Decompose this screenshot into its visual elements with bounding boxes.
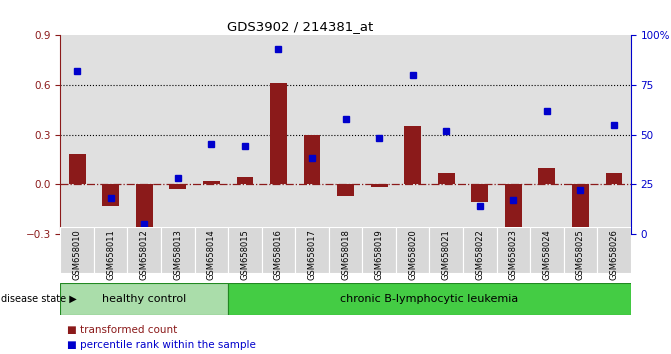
Bar: [60, 35, 94, 234]
Bar: [597, 35, 631, 234]
FancyBboxPatch shape: [497, 227, 530, 273]
FancyBboxPatch shape: [429, 227, 463, 273]
Text: healthy control: healthy control: [102, 294, 187, 304]
Text: GSM658023: GSM658023: [509, 229, 518, 280]
FancyBboxPatch shape: [329, 227, 362, 273]
Bar: [463, 35, 497, 234]
FancyBboxPatch shape: [262, 227, 295, 273]
Title: GDS3902 / 214381_at: GDS3902 / 214381_at: [227, 20, 373, 33]
Bar: [228, 35, 262, 234]
Bar: [530, 35, 564, 234]
Bar: [497, 35, 530, 234]
Bar: [169, 184, 187, 189]
Bar: [371, 184, 388, 187]
Bar: [304, 135, 321, 184]
Text: GSM658014: GSM658014: [207, 229, 216, 280]
Bar: [195, 35, 228, 234]
Text: disease state ▶: disease state ▶: [1, 294, 76, 304]
Text: GSM658026: GSM658026: [609, 229, 619, 280]
Text: GSM658015: GSM658015: [240, 229, 250, 280]
Bar: [161, 35, 195, 234]
Bar: [362, 35, 396, 234]
Bar: [69, 154, 86, 184]
Text: GSM658024: GSM658024: [542, 229, 552, 280]
FancyBboxPatch shape: [396, 227, 429, 273]
Text: GSM658018: GSM658018: [341, 229, 350, 280]
Text: GSM658020: GSM658020: [408, 229, 417, 280]
Bar: [539, 167, 556, 184]
Text: ■ percentile rank within the sample: ■ percentile rank within the sample: [67, 341, 256, 350]
Text: GSM658022: GSM658022: [475, 229, 484, 280]
FancyBboxPatch shape: [530, 227, 564, 273]
FancyBboxPatch shape: [463, 227, 497, 273]
Bar: [103, 184, 119, 206]
FancyBboxPatch shape: [362, 227, 396, 273]
FancyBboxPatch shape: [60, 227, 94, 273]
FancyBboxPatch shape: [60, 283, 228, 315]
Bar: [203, 181, 220, 184]
Text: GSM658010: GSM658010: [72, 229, 82, 280]
Text: ■ transformed count: ■ transformed count: [67, 325, 177, 335]
Bar: [396, 35, 429, 234]
Bar: [438, 172, 455, 184]
Bar: [295, 35, 329, 234]
Bar: [605, 172, 623, 184]
FancyBboxPatch shape: [94, 227, 127, 273]
Bar: [572, 184, 589, 229]
Text: chronic B-lymphocytic leukemia: chronic B-lymphocytic leukemia: [340, 294, 519, 304]
Text: GSM658021: GSM658021: [442, 229, 451, 280]
Text: GSM658016: GSM658016: [274, 229, 283, 280]
FancyBboxPatch shape: [161, 227, 195, 273]
FancyBboxPatch shape: [564, 227, 597, 273]
Bar: [127, 35, 161, 234]
Bar: [329, 35, 362, 234]
Bar: [564, 35, 597, 234]
Text: GSM658013: GSM658013: [173, 229, 183, 280]
Bar: [270, 83, 287, 184]
Text: GSM658011: GSM658011: [106, 229, 115, 280]
Bar: [237, 177, 254, 184]
Text: GSM658012: GSM658012: [140, 229, 149, 280]
Text: GSM658019: GSM658019: [374, 229, 384, 280]
Bar: [338, 184, 354, 196]
FancyBboxPatch shape: [127, 227, 161, 273]
FancyBboxPatch shape: [228, 227, 262, 273]
Text: GSM658025: GSM658025: [576, 229, 585, 280]
Bar: [262, 35, 295, 234]
FancyBboxPatch shape: [295, 227, 329, 273]
Bar: [472, 184, 488, 202]
Bar: [136, 184, 153, 235]
FancyBboxPatch shape: [597, 227, 631, 273]
FancyBboxPatch shape: [228, 283, 631, 315]
Bar: [94, 35, 127, 234]
Bar: [429, 35, 463, 234]
FancyBboxPatch shape: [195, 227, 228, 273]
Bar: [405, 126, 421, 184]
Text: GSM658017: GSM658017: [307, 229, 317, 280]
Bar: [505, 184, 522, 229]
